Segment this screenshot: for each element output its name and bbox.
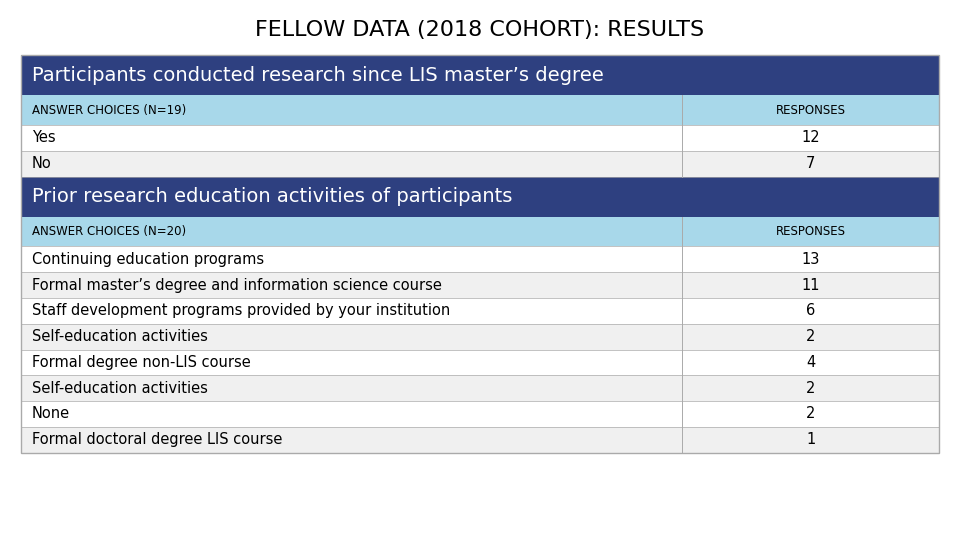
Text: Formal master’s degree and information science course: Formal master’s degree and information s… xyxy=(32,278,442,293)
Text: 6: 6 xyxy=(806,303,815,318)
Text: Self-education activities: Self-education activities xyxy=(32,381,208,396)
Text: 11: 11 xyxy=(802,278,820,293)
Text: FELLOW DATA (2018 COHORT): RESULTS: FELLOW DATA (2018 COHORT): RESULTS xyxy=(255,20,705,40)
FancyBboxPatch shape xyxy=(20,375,940,401)
FancyBboxPatch shape xyxy=(20,246,940,272)
FancyBboxPatch shape xyxy=(20,96,940,125)
Text: No: No xyxy=(32,156,52,171)
FancyBboxPatch shape xyxy=(20,55,940,96)
FancyBboxPatch shape xyxy=(20,151,940,177)
FancyBboxPatch shape xyxy=(20,217,940,246)
Text: 13: 13 xyxy=(802,252,820,267)
Text: 2: 2 xyxy=(806,381,815,396)
FancyBboxPatch shape xyxy=(20,427,940,453)
Text: ANSWER CHOICES (N=20): ANSWER CHOICES (N=20) xyxy=(32,225,186,238)
Text: Formal doctoral degree LIS course: Formal doctoral degree LIS course xyxy=(32,432,282,447)
FancyBboxPatch shape xyxy=(20,272,940,298)
Text: None: None xyxy=(32,407,70,422)
FancyBboxPatch shape xyxy=(20,177,940,217)
Text: ANSWER CHOICES (N=19): ANSWER CHOICES (N=19) xyxy=(32,104,186,117)
Text: Staff development programs provided by your institution: Staff development programs provided by y… xyxy=(32,303,450,318)
Text: Participants conducted research since LIS master’s degree: Participants conducted research since LI… xyxy=(32,66,604,85)
Text: Formal degree non-LIS course: Formal degree non-LIS course xyxy=(32,355,251,370)
Text: 12: 12 xyxy=(802,130,820,145)
Text: 4: 4 xyxy=(806,355,815,370)
Text: 7: 7 xyxy=(806,156,815,171)
FancyBboxPatch shape xyxy=(20,298,940,323)
Text: 2: 2 xyxy=(806,329,815,344)
FancyBboxPatch shape xyxy=(20,323,940,349)
FancyBboxPatch shape xyxy=(20,401,940,427)
Text: 1: 1 xyxy=(806,432,815,447)
Text: Yes: Yes xyxy=(32,130,56,145)
FancyBboxPatch shape xyxy=(20,125,940,151)
Text: 2: 2 xyxy=(806,407,815,422)
FancyBboxPatch shape xyxy=(20,349,940,375)
Text: Self-education activities: Self-education activities xyxy=(32,329,208,344)
Text: RESPONSES: RESPONSES xyxy=(776,104,846,117)
Text: Continuing education programs: Continuing education programs xyxy=(32,252,264,267)
Text: RESPONSES: RESPONSES xyxy=(776,225,846,238)
Text: Prior research education activities of participants: Prior research education activities of p… xyxy=(32,187,513,206)
